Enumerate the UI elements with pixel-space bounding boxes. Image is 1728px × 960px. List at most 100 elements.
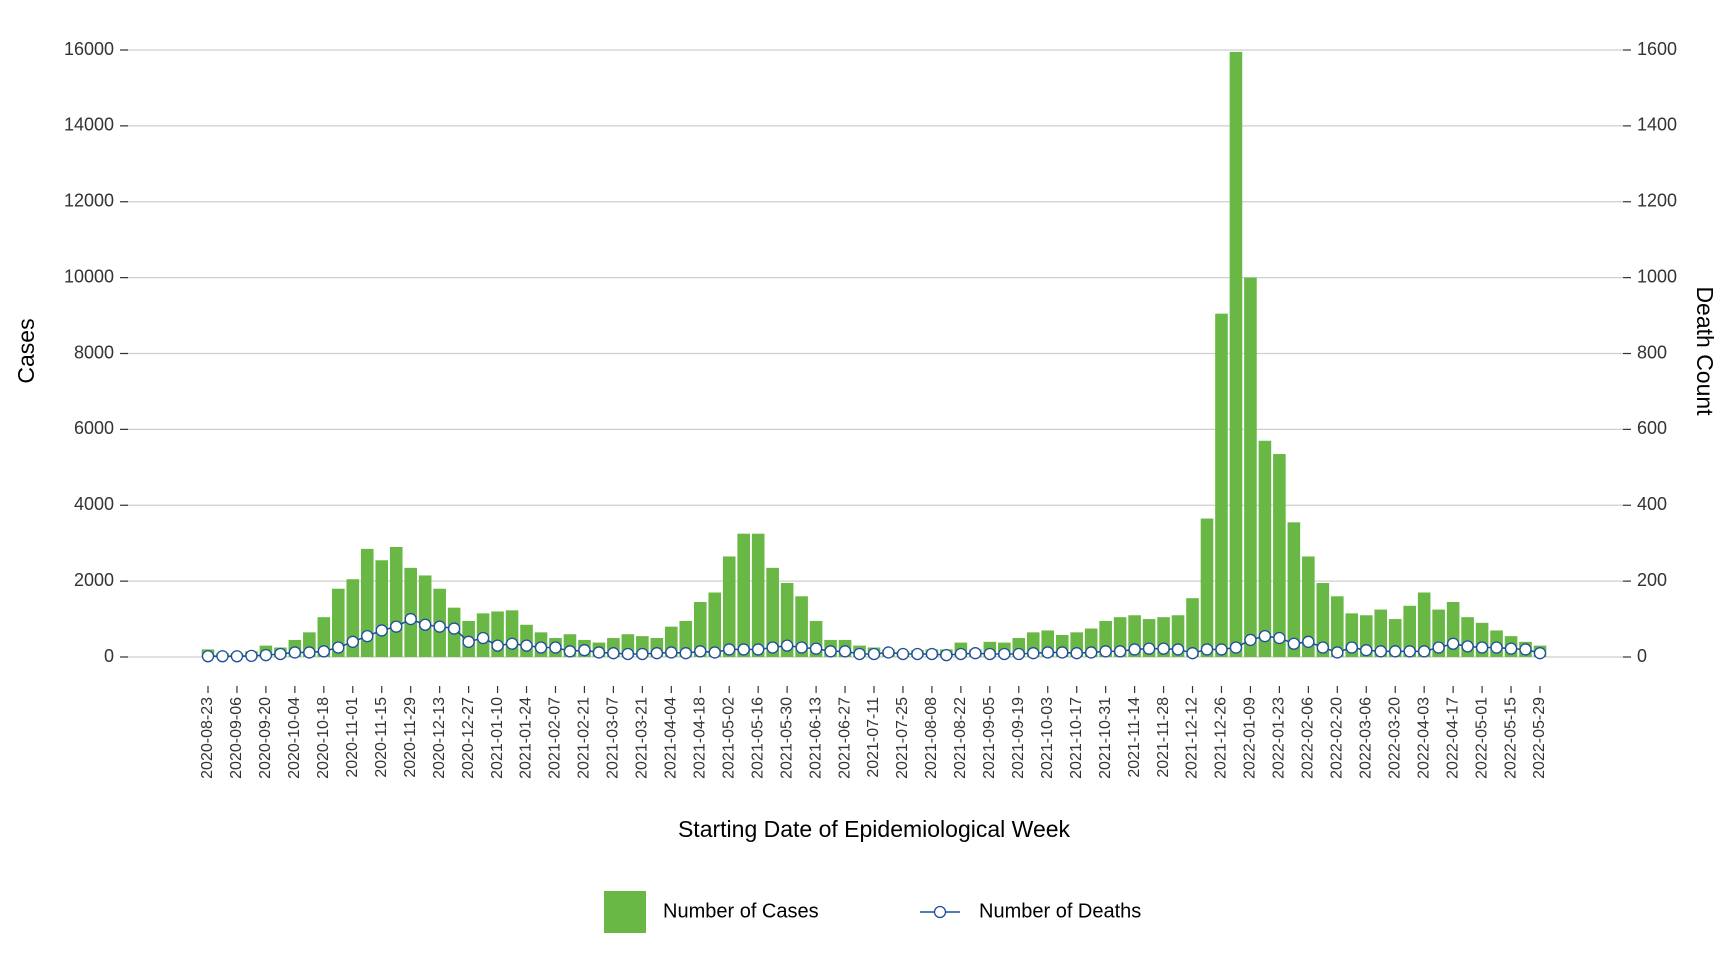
- y2-tick-label: 400: [1637, 494, 1667, 514]
- point: [317, 645, 330, 658]
- bar: [737, 533, 750, 657]
- point: [1012, 647, 1025, 661]
- x-tick-label: 2021-11-14: [1126, 697, 1143, 778]
- point: [433, 620, 446, 633]
- y-tick-label: 2000: [74, 570, 114, 590]
- bar: [693, 601, 707, 657]
- x-tick-label: 2021-07-25: [894, 697, 911, 779]
- point: [1113, 645, 1127, 658]
- point: [346, 635, 359, 648]
- x-tick-label: 2021-01-24: [518, 697, 535, 779]
- x-tick-label: 2022-02-20: [1329, 697, 1346, 779]
- bar: [708, 592, 722, 657]
- bar: [1186, 598, 1199, 657]
- point: [259, 648, 273, 662]
- legend-label: Number of Deaths: [979, 900, 1141, 922]
- y2-axis-title: Death Count: [1692, 286, 1718, 416]
- x-tick-label: 2020-11-01: [344, 697, 361, 778]
- point: [1446, 637, 1460, 650]
- point: [1519, 643, 1532, 656]
- y2-tick-label: 0: [1637, 646, 1647, 666]
- x-tick-label: 2020-09-06: [228, 697, 245, 779]
- point: [1244, 633, 1257, 647]
- point: [563, 645, 577, 658]
- bar: [1316, 583, 1330, 657]
- point: [824, 645, 837, 658]
- point: [201, 650, 215, 663]
- bar: [780, 583, 794, 657]
- bar: [1287, 522, 1301, 657]
- bar: [1200, 518, 1214, 657]
- point: [505, 637, 519, 650]
- x-tick-label: 2020-10-18: [315, 697, 332, 779]
- bar: [1215, 313, 1228, 657]
- point: [896, 647, 910, 661]
- point: [1418, 645, 1431, 658]
- y-axis-title: Cases: [13, 318, 39, 383]
- point: [954, 647, 968, 661]
- point: [940, 648, 953, 662]
- point: [534, 641, 548, 654]
- point: [404, 612, 417, 626]
- point: [332, 641, 345, 654]
- x-tick-label: 2020-12-13: [431, 697, 448, 779]
- point: [491, 639, 504, 652]
- point: [925, 647, 939, 661]
- point: [679, 647, 692, 660]
- point: [361, 629, 374, 643]
- x-tick-label: 2022-04-03: [1415, 697, 1432, 779]
- bar: [766, 567, 779, 657]
- x-tick-label: 2021-09-05: [981, 697, 998, 779]
- x-tick-label: 2020-11-29: [402, 697, 419, 778]
- point: [419, 618, 432, 631]
- point: [969, 647, 982, 660]
- x-tick-label: 2022-01-09: [1242, 697, 1259, 779]
- x-tick-label: 2021-05-16: [749, 697, 766, 779]
- x-tick-label: 2022-05-29: [1531, 697, 1548, 779]
- x-tick-label: 2021-08-22: [952, 697, 969, 779]
- point: [766, 641, 779, 654]
- x-tick-label: 2021-01-10: [489, 697, 506, 779]
- point: [752, 643, 765, 656]
- x-tick-label: 2021-10-03: [1039, 697, 1056, 779]
- point: [1316, 641, 1329, 654]
- point: [1287, 637, 1301, 650]
- point: [795, 641, 808, 654]
- point: [1302, 635, 1315, 648]
- x-tick-label: 2021-04-04: [663, 697, 680, 779]
- point: [1403, 645, 1416, 658]
- legend-swatch: [604, 891, 646, 933]
- bar: [1417, 592, 1431, 657]
- bar: [1258, 440, 1272, 657]
- bar: [505, 610, 519, 657]
- point: [390, 620, 403, 633]
- y-tick-label: 0: [104, 646, 114, 666]
- point: [853, 647, 866, 661]
- x-tick-label: 2022-05-01: [1473, 697, 1490, 779]
- x-tick-label: 2021-03-21: [634, 697, 651, 779]
- x-tick-label: 2022-05-15: [1502, 697, 1519, 779]
- x-tick-label: 2021-05-30: [778, 697, 795, 779]
- y2-tick-label: 1400: [1637, 115, 1677, 135]
- point: [1490, 641, 1503, 654]
- x-tick-label: 2021-11-28: [1155, 697, 1172, 778]
- bar: [389, 546, 403, 657]
- point: [1461, 640, 1474, 653]
- point: [636, 647, 649, 661]
- point: [983, 647, 996, 661]
- point: [1273, 631, 1286, 645]
- bar: [418, 575, 432, 657]
- y-tick-label: 14000: [64, 115, 114, 135]
- point: [447, 622, 461, 635]
- x-tick-label: 2022-01-23: [1271, 697, 1288, 779]
- point: [1056, 646, 1069, 659]
- point: [838, 645, 852, 658]
- x-tick-label: 2020-08-23: [199, 697, 216, 779]
- point: [1258, 629, 1272, 643]
- point: [592, 646, 606, 659]
- point: [1041, 646, 1054, 659]
- point: [650, 647, 663, 660]
- point: [1128, 643, 1141, 656]
- x-tick-label: 2020-09-20: [257, 697, 274, 779]
- point: [1504, 642, 1518, 655]
